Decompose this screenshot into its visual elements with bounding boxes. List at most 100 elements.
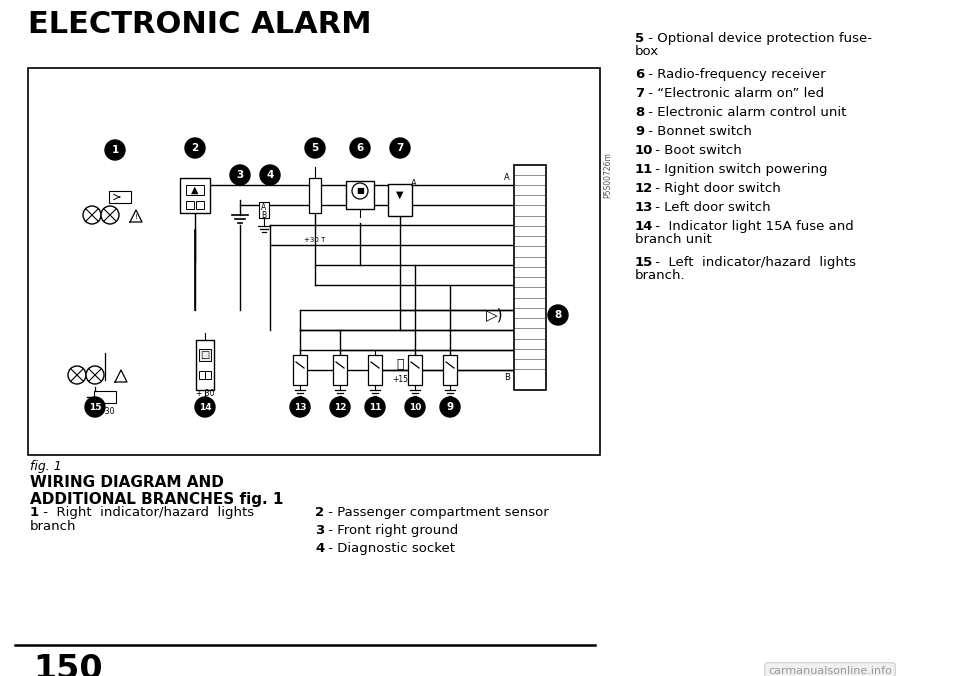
Text: -  Left  indicator/hazard  lights: - Left indicator/hazard lights: [651, 256, 856, 269]
Bar: [333, 355, 347, 385]
Text: 10: 10: [635, 144, 654, 157]
Circle shape: [350, 138, 370, 158]
Circle shape: [230, 165, 250, 185]
Bar: [196, 201, 204, 209]
Text: branch unit: branch unit: [635, 233, 711, 246]
Text: 14: 14: [635, 220, 654, 233]
Circle shape: [352, 183, 368, 199]
Text: 1: 1: [111, 145, 119, 155]
Circle shape: [405, 397, 425, 417]
Text: ▷): ▷): [486, 308, 504, 322]
Text: 9: 9: [446, 402, 453, 412]
Text: 8: 8: [635, 106, 644, 119]
Circle shape: [330, 397, 350, 417]
Bar: [368, 355, 382, 385]
Circle shape: [390, 138, 410, 158]
Text: 13: 13: [635, 201, 654, 214]
Text: 6: 6: [635, 68, 644, 81]
Bar: [408, 355, 422, 385]
Circle shape: [68, 366, 86, 384]
Circle shape: [305, 138, 325, 158]
Bar: [388, 184, 412, 216]
Circle shape: [290, 397, 310, 417]
Text: -  Right  indicator/hazard  lights: - Right indicator/hazard lights: [39, 506, 254, 519]
Circle shape: [365, 397, 385, 417]
Text: B: B: [261, 210, 267, 220]
Bar: [199, 371, 205, 379]
Text: 9: 9: [635, 125, 644, 138]
Text: - Diagnostic socket: - Diagnostic socket: [324, 542, 455, 555]
Text: - Front right ground: - Front right ground: [324, 524, 458, 537]
Bar: [309, 178, 321, 212]
Text: +15: +15: [392, 375, 408, 385]
Circle shape: [440, 397, 460, 417]
Circle shape: [86, 366, 104, 384]
Text: 14: 14: [199, 402, 211, 412]
Text: 5: 5: [635, 32, 644, 45]
Bar: [514, 164, 546, 389]
Text: -  Indicator light 15A fuse and: - Indicator light 15A fuse and: [651, 220, 853, 233]
Text: ELECTRONIC ALARM: ELECTRONIC ALARM: [28, 10, 372, 39]
Text: box: box: [635, 45, 660, 58]
Text: 12: 12: [334, 402, 347, 412]
Bar: [196, 340, 214, 390]
Text: 10: 10: [409, 402, 421, 412]
Text: 4: 4: [315, 542, 324, 555]
Bar: [28, 68, 600, 455]
Text: 2: 2: [315, 506, 324, 519]
Text: 13: 13: [294, 402, 306, 412]
Text: 11: 11: [369, 402, 381, 412]
Text: 6: 6: [356, 143, 364, 153]
Text: 3: 3: [315, 524, 324, 537]
Text: + 30: + 30: [96, 406, 114, 416]
Text: 4: 4: [266, 170, 274, 180]
Circle shape: [83, 206, 101, 224]
Circle shape: [101, 206, 119, 224]
Text: 150: 150: [34, 653, 103, 676]
Text: 1: 1: [30, 506, 39, 519]
Text: 12: 12: [635, 182, 653, 195]
Text: branch: branch: [30, 520, 77, 533]
Text: 5: 5: [311, 143, 319, 153]
Text: 7: 7: [635, 87, 644, 100]
Text: P5S00726m: P5S00726m: [603, 152, 612, 198]
Bar: [346, 181, 374, 209]
Bar: [205, 371, 211, 379]
Circle shape: [195, 397, 215, 417]
Text: +30: +30: [307, 143, 324, 153]
Text: - Left door switch: - Left door switch: [651, 201, 771, 214]
Text: 11: 11: [635, 163, 653, 176]
Text: - “Electronic alarm on” led: - “Electronic alarm on” led: [644, 87, 824, 100]
Text: + 30: + 30: [196, 389, 214, 397]
Text: 15: 15: [635, 256, 653, 269]
Text: - Electronic alarm control unit: - Electronic alarm control unit: [644, 106, 847, 119]
Bar: [443, 355, 457, 385]
Text: B: B: [504, 374, 510, 383]
Text: - Bonnet switch: - Bonnet switch: [644, 125, 752, 138]
Text: carmanualsonline.info: carmanualsonline.info: [768, 666, 892, 676]
Text: - Boot switch: - Boot switch: [651, 144, 742, 157]
Bar: [94, 391, 116, 403]
Text: □: □: [201, 350, 209, 360]
Text: - Radio-frequency receiver: - Radio-frequency receiver: [644, 68, 826, 81]
Text: A: A: [261, 203, 267, 212]
Text: - Ignition switch powering: - Ignition switch powering: [651, 163, 828, 176]
Text: 15: 15: [88, 402, 101, 412]
Text: WIRING DIAGRAM AND: WIRING DIAGRAM AND: [30, 475, 224, 490]
Bar: [199, 349, 211, 361]
Text: ■: ■: [356, 187, 364, 195]
Bar: [180, 178, 210, 212]
Bar: [259, 202, 269, 218]
Text: 7: 7: [396, 143, 404, 153]
Text: - Right door switch: - Right door switch: [651, 182, 780, 195]
Text: A: A: [411, 180, 417, 189]
Text: !: !: [134, 214, 137, 220]
Circle shape: [548, 305, 568, 325]
Text: branch.: branch.: [635, 269, 685, 282]
Text: ADDITIONAL BRANCHES fig. 1: ADDITIONAL BRANCHES fig. 1: [30, 492, 283, 507]
Text: 🔑: 🔑: [396, 358, 404, 372]
Text: - Optional device protection fuse-: - Optional device protection fuse-: [644, 32, 872, 45]
Text: ▼: ▼: [396, 190, 404, 200]
Bar: [109, 191, 131, 203]
Text: 2: 2: [191, 143, 199, 153]
